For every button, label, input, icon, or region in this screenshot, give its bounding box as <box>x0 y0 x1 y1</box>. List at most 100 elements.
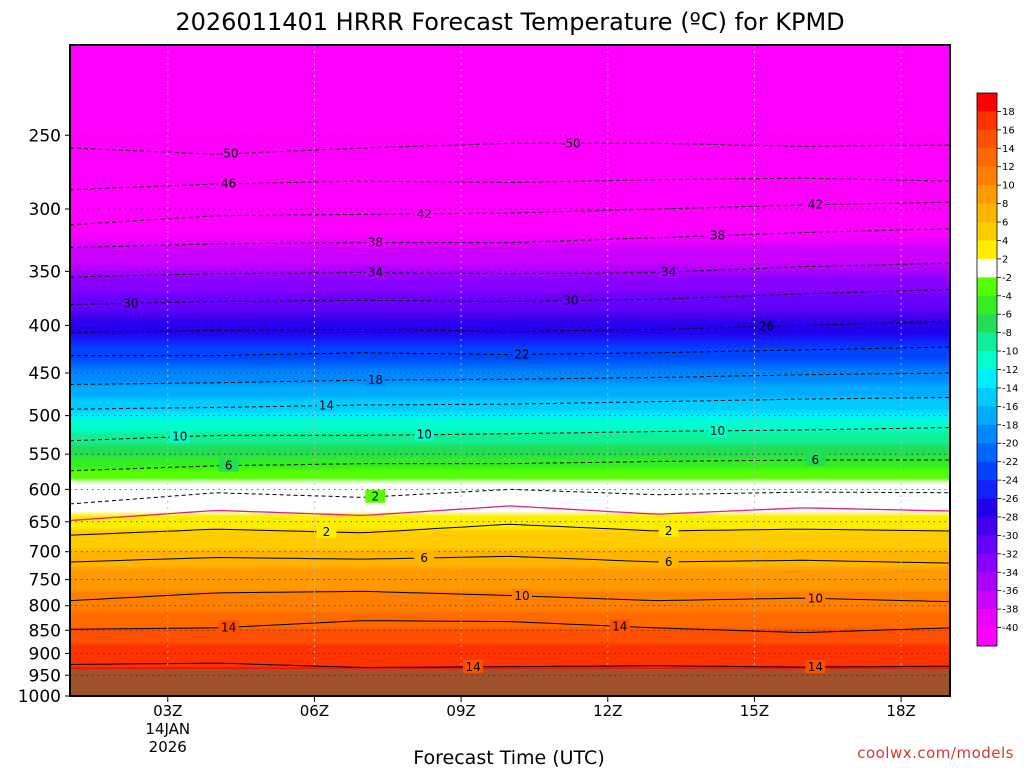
plot-frame <box>69 44 951 697</box>
pressure-tick-label: 350 <box>29 262 61 282</box>
pressure-axis: 250 300 350 400 450 500 550 600 650 700 750 800 850 9… <box>18 126 70 707</box>
isotherm-line <box>70 488 950 505</box>
time-tick-label: 12Z <box>593 702 622 720</box>
colorbar-swatch <box>977 203 997 223</box>
colorbar-tick-label: -40 <box>1002 623 1018 634</box>
colorbar-swatch <box>977 627 997 647</box>
ground-below-surface <box>70 668 950 696</box>
colorbar-swatch <box>977 185 997 204</box>
colorbar-tick-label: -16 <box>1002 402 1018 413</box>
time-tick-label: 03Z <box>153 702 182 720</box>
contour-label: 38 <box>368 236 383 250</box>
contour-label: 38 <box>710 229 725 243</box>
pressure-tick-label: 300 <box>29 200 61 220</box>
colorbar-swatch <box>977 443 997 462</box>
contour-label-bg <box>756 319 777 333</box>
colorbar-tick-label: -38 <box>1002 605 1018 616</box>
pressure-tick-label: 250 <box>29 126 61 146</box>
colorbar-tick-label: -6 <box>1002 310 1012 321</box>
colorbar-swatch <box>977 148 997 168</box>
plot-grid <box>70 45 950 696</box>
contour-label-bg <box>805 453 826 467</box>
colorbar-swatch <box>977 240 997 260</box>
contour-label-bg <box>414 550 435 564</box>
pressure-tick-label: 750 <box>29 571 61 591</box>
chart-title: 2026011401 HRRR Forecast Temperature (ºC… <box>175 8 844 36</box>
contour-label-bg <box>658 554 679 568</box>
colorbar-tick-label: -32 <box>1002 549 1018 560</box>
contour-label-bg <box>414 427 435 441</box>
pressure-tick-label: 400 <box>29 316 61 336</box>
colorbar-tick-label: -4 <box>1002 291 1012 302</box>
pressure-tick-label: 800 <box>29 597 61 617</box>
colorbar-tick-label: -20 <box>1002 439 1018 450</box>
contour-label: 26 <box>759 319 774 333</box>
isotherm-line <box>70 620 950 634</box>
contour-label: 6 <box>420 551 428 565</box>
contour-label-bg <box>169 429 190 443</box>
contour-label-bg <box>463 659 484 673</box>
contour-label-bg <box>512 588 532 602</box>
temperature-shading <box>70 45 950 696</box>
contour-label: 34 <box>661 265 676 279</box>
contour-label-bg <box>609 619 630 633</box>
contour-label-bg <box>560 136 581 150</box>
pressure-tick-label: 700 <box>29 543 61 563</box>
contour-label-bg <box>414 206 435 220</box>
contour-label: -50 <box>561 136 581 150</box>
colorbar-swatch <box>977 295 997 315</box>
colorbar-swatch <box>977 166 997 186</box>
contour-label: 10 <box>417 428 432 442</box>
isotherm-contours <box>70 142 950 669</box>
contour-label: 14 <box>465 660 480 674</box>
pressure-tick-label: 550 <box>29 445 61 465</box>
colorbar-tick-label: -8 <box>1002 328 1012 339</box>
contour-label-bg <box>218 458 239 472</box>
pressure-tick-label: 450 <box>29 364 61 384</box>
colorbar-tick-label: 8 <box>1002 199 1008 210</box>
contour-label-bg <box>658 265 679 279</box>
contour-label: 42 <box>808 198 823 212</box>
colorbar-swatch <box>977 609 997 628</box>
time-tick-label: 09Z <box>446 702 475 720</box>
colorbar-swatch <box>977 332 997 352</box>
contour-label-bg <box>805 197 826 211</box>
colorbar-tick-label: 4 <box>1002 236 1008 247</box>
colorbar-tick-label: -26 <box>1002 494 1018 505</box>
colorbar-tick-label: -34 <box>1002 568 1018 579</box>
contour-label-bg <box>707 228 728 242</box>
contour-label: 14 <box>808 660 823 674</box>
contour-label: 14 <box>319 399 334 413</box>
contour-label: -50 <box>219 147 239 161</box>
credit-link[interactable]: coolwx.com/models <box>857 744 1014 762</box>
colorbar-swatch <box>977 258 997 278</box>
colorbar-tick-label: 12 <box>1002 162 1015 173</box>
colorbar-tick-label: -30 <box>1002 531 1018 542</box>
contour-label-bg <box>365 265 386 279</box>
contour-label: 30 <box>563 294 578 308</box>
colorbar-swatch <box>977 129 997 149</box>
contour-label: 10 <box>710 424 725 438</box>
colorbar-tick-label: 18 <box>1002 107 1015 118</box>
contour-label: 42 <box>417 207 432 221</box>
contour-label: 14 <box>221 620 236 634</box>
colorbar-swatch <box>977 406 997 426</box>
colorbar-swatch <box>977 516 997 536</box>
contour-label: 2 <box>665 524 673 538</box>
colorbar-swatch <box>977 222 997 241</box>
colorbar-swatch <box>977 461 997 481</box>
contour-label: 18 <box>368 373 383 387</box>
contour-label-bg <box>316 398 337 412</box>
isotherm-line <box>70 523 950 536</box>
pressure-tick-label: 600 <box>29 480 61 500</box>
colorbar-swatch <box>977 498 997 518</box>
isotherm-line <box>70 662 950 669</box>
colorbar-swatch <box>977 553 997 573</box>
contour-label: 46 <box>221 177 236 191</box>
colorbar-tick-label: -10 <box>1002 347 1018 358</box>
time-tick-label: 06Z <box>300 702 329 720</box>
contour-label-bg <box>218 146 239 160</box>
contour-label-bg <box>365 235 386 249</box>
